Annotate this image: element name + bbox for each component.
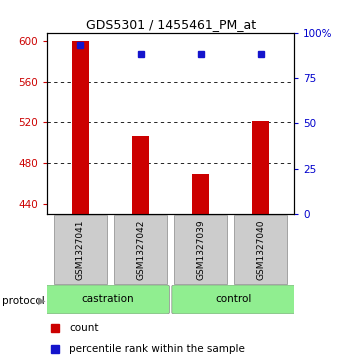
- Text: control: control: [216, 294, 252, 305]
- Bar: [54, 215, 107, 284]
- Text: GSM1327042: GSM1327042: [136, 219, 145, 280]
- Text: protocol: protocol: [2, 295, 44, 306]
- Title: GDS5301 / 1455461_PM_at: GDS5301 / 1455461_PM_at: [85, 19, 256, 32]
- Bar: [192, 174, 209, 214]
- Text: GSM1327039: GSM1327039: [196, 219, 205, 280]
- Text: ▶: ▶: [38, 295, 45, 306]
- Bar: [72, 41, 89, 214]
- Bar: [132, 136, 149, 214]
- Text: castration: castration: [81, 294, 134, 305]
- Text: GSM1327040: GSM1327040: [257, 219, 265, 280]
- Bar: [114, 215, 167, 284]
- Text: count: count: [69, 323, 99, 333]
- Text: percentile rank within the sample: percentile rank within the sample: [69, 344, 245, 354]
- Bar: [252, 121, 270, 214]
- Text: GSM1327041: GSM1327041: [76, 219, 85, 280]
- FancyBboxPatch shape: [46, 285, 169, 314]
- FancyBboxPatch shape: [172, 285, 296, 314]
- Bar: [234, 215, 287, 284]
- Bar: [174, 215, 227, 284]
